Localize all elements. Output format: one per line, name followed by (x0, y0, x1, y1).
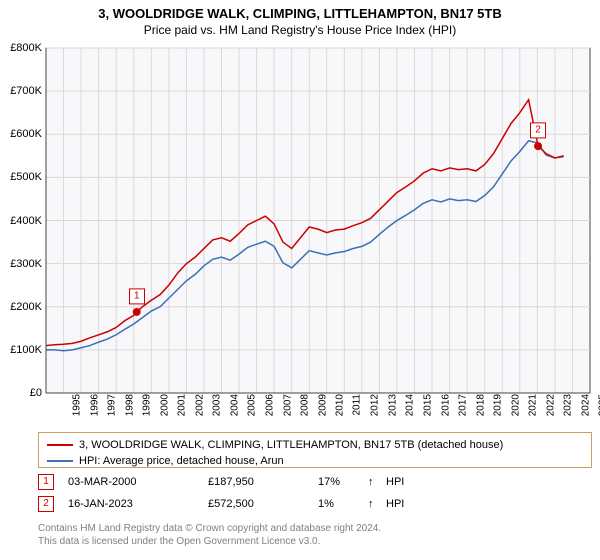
legend-row: 3, WOOLDRIDGE WALK, CLIMPING, LITTLEHAMP… (47, 437, 583, 453)
up-arrow-icon: ↑ (368, 498, 374, 510)
legend-label: 3, WOOLDRIDGE WALK, CLIMPING, LITTLEHAMP… (79, 439, 503, 451)
sale-hpi-label: HPI (386, 476, 404, 488)
legend: 3, WOOLDRIDGE WALK, CLIMPING, LITTLEHAMP… (38, 432, 592, 468)
x-tick-label: 2012 (370, 394, 381, 416)
sale-price: £187,950 (208, 476, 254, 488)
x-tick-label: 2021 (528, 394, 539, 416)
x-tick-label: 2020 (510, 394, 521, 416)
chart-container: 3, WOOLDRIDGE WALK, CLIMPING, LITTLEHAMP… (0, 0, 600, 560)
up-arrow-icon: ↑ (368, 476, 374, 488)
x-tick-label: 2019 (492, 394, 503, 416)
y-tick-label: £200K (2, 301, 42, 313)
sale-pct: 1% (318, 498, 334, 510)
x-tick-label: 1996 (89, 394, 100, 416)
y-tick-label: £300K (2, 258, 42, 270)
sale-price: £572,500 (208, 498, 254, 510)
y-tick-label: £0 (2, 387, 42, 399)
x-tick-label: 2007 (282, 394, 293, 416)
x-tick-label: 2008 (299, 394, 310, 416)
sale-pct: 17% (318, 476, 340, 488)
x-tick-label: 2002 (194, 394, 205, 416)
x-tick-label: 2024 (580, 394, 591, 416)
x-tick-label: 1998 (124, 394, 135, 416)
x-tick-label: 2013 (387, 394, 398, 416)
y-tick-label: £600K (2, 128, 42, 140)
x-tick-label: 2022 (545, 394, 556, 416)
x-tick-label: 2016 (440, 394, 451, 416)
y-tick-label: £100K (2, 344, 42, 356)
x-tick-label: 2005 (247, 394, 258, 416)
x-tick-label: 2006 (264, 394, 275, 416)
legend-swatch (47, 460, 73, 462)
x-tick-label: 2015 (422, 394, 433, 416)
x-tick-label: 1999 (141, 394, 152, 416)
x-tick-label: 2014 (405, 394, 416, 416)
x-tick-label: 1997 (106, 394, 117, 416)
sale-date: 03-MAR-2000 (68, 476, 136, 488)
sale-marker-1: 1 (129, 288, 145, 304)
x-tick-label: 2010 (334, 394, 345, 416)
x-tick-label: 2011 (351, 394, 362, 416)
y-tick-label: £800K (2, 42, 42, 54)
legend-label: HPI: Average price, detached house, Arun (79, 455, 284, 467)
x-tick-label: 2001 (177, 394, 188, 416)
x-tick-label: 2003 (212, 394, 223, 416)
license-line1: Contains HM Land Registry data © Crown c… (38, 522, 381, 535)
x-tick-label: 2000 (159, 394, 170, 416)
sale-row-marker: 1 (38, 474, 54, 490)
x-tick-label: 2004 (229, 394, 240, 416)
x-tick-label: 1995 (71, 394, 82, 416)
sale-row-1: 1 03-MAR-2000 £187,950 17% ↑ HPI (38, 474, 592, 490)
sale-row-marker: 2 (38, 496, 54, 512)
x-tick-label: 2018 (475, 394, 486, 416)
y-tick-label: £500K (2, 171, 42, 183)
legend-swatch (47, 444, 73, 446)
sale-marker-2: 2 (530, 123, 546, 139)
x-tick-label: 2023 (563, 394, 574, 416)
legend-row: HPI: Average price, detached house, Arun (47, 453, 583, 469)
y-tick-label: £400K (2, 215, 42, 227)
sale-hpi-label: HPI (386, 498, 404, 510)
license-text: Contains HM Land Registry data © Crown c… (38, 522, 381, 548)
license-line2: This data is licensed under the Open Gov… (38, 535, 381, 548)
sale-row-2: 2 16-JAN-2023 £572,500 1% ↑ HPI (38, 496, 592, 512)
y-tick-label: £700K (2, 85, 42, 97)
sale-date: 16-JAN-2023 (68, 498, 133, 510)
x-tick-label: 2017 (457, 394, 468, 416)
x-tick-label: 2009 (317, 394, 328, 416)
